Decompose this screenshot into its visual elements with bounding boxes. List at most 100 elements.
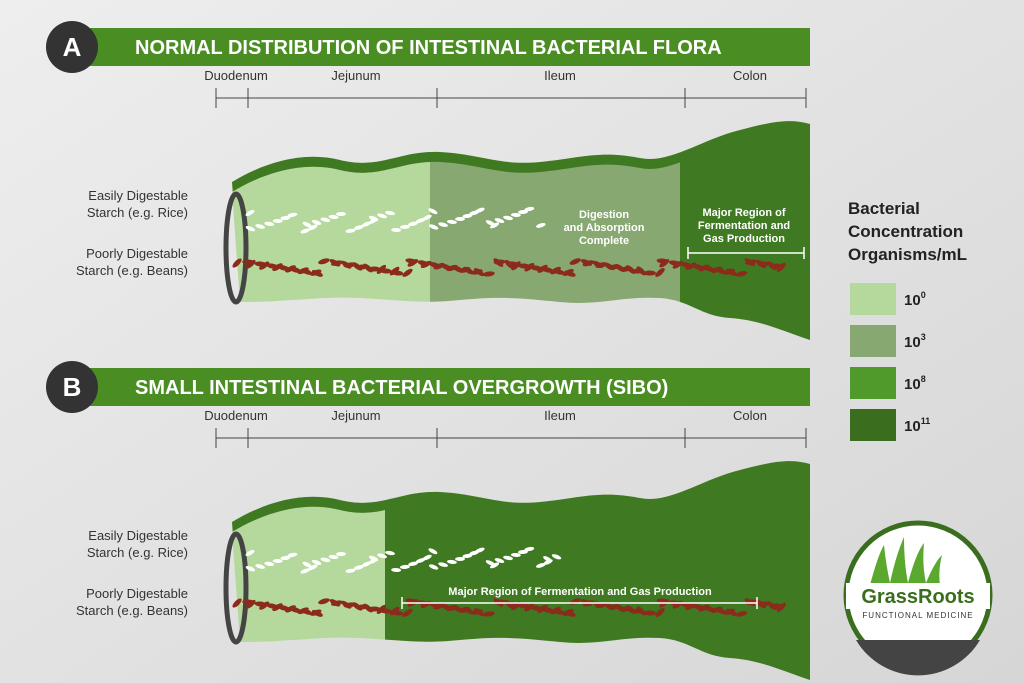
rice-grain <box>494 218 505 224</box>
legend-exponent: 11 <box>921 416 931 426</box>
bean <box>726 608 737 617</box>
bean <box>715 267 727 275</box>
bean <box>311 269 323 277</box>
legend-swatch <box>850 283 896 315</box>
rice-grain <box>320 217 331 223</box>
bean <box>582 260 595 267</box>
annotation: Major Region of Fermentation and Gas Pro… <box>448 586 712 598</box>
rice-grain <box>264 561 275 566</box>
logo-subtitle: FUNCTIONAL MEDICINE <box>862 611 973 620</box>
rice-grain <box>399 224 410 229</box>
bean <box>715 607 727 615</box>
bean <box>318 258 330 265</box>
starch-label: Poorly Digestable <box>86 586 188 601</box>
rice-grain <box>446 219 457 225</box>
bean <box>474 608 485 617</box>
annotation: Digestion <box>579 209 629 221</box>
rice-grain <box>287 552 298 558</box>
rice-grain <box>377 213 387 219</box>
rice-grain <box>535 563 546 568</box>
rice-grain <box>475 547 485 553</box>
rice-grain <box>368 555 379 562</box>
bean <box>636 266 646 276</box>
legend-exponent: 8 <box>921 374 926 384</box>
rice-grain <box>494 558 505 564</box>
segment-label: Duodenum <box>204 408 268 423</box>
panel-title: NORMAL DISTRIBUTION OF INTESTINAL BACTER… <box>135 37 722 59</box>
rice-grain <box>345 228 356 233</box>
rice-grain <box>438 222 448 227</box>
rice-grain <box>245 225 256 232</box>
bean <box>757 601 770 607</box>
starch-label: Easily Digestable <box>88 528 188 543</box>
rice-grain <box>422 214 432 221</box>
bean <box>259 261 270 270</box>
rice-grain <box>428 208 438 215</box>
rice-grain <box>361 221 372 227</box>
rice-grain <box>264 221 275 226</box>
rice-grain <box>510 552 521 558</box>
bean <box>655 268 665 277</box>
bean <box>553 268 565 275</box>
region <box>680 131 810 340</box>
legend-base: 10 <box>904 292 921 309</box>
rice-grain <box>272 218 283 224</box>
rice-grain <box>280 555 291 561</box>
bean <box>289 606 302 613</box>
legend-label: 108 <box>904 374 926 393</box>
logo-band <box>846 583 990 609</box>
rice-grain <box>280 215 291 221</box>
legend-base: 10 <box>904 376 921 393</box>
rice-grain <box>302 221 312 228</box>
starch-label: Starch (e.g. Rice) <box>87 205 188 220</box>
rice-grain <box>328 214 339 220</box>
rice-grain <box>428 564 439 570</box>
rice-grain <box>336 551 347 557</box>
rice-grain <box>485 560 495 566</box>
segment-label: Colon <box>733 68 767 83</box>
bean <box>493 259 506 265</box>
annotation: Gas Production <box>703 233 785 245</box>
bean <box>726 268 737 277</box>
rice-grain <box>300 568 310 574</box>
rice-grain <box>485 220 495 226</box>
rice-grain <box>308 564 318 571</box>
rice-grain <box>438 562 448 567</box>
bean <box>757 261 770 267</box>
rice-grain <box>399 564 410 569</box>
legend-swatch <box>850 409 896 441</box>
bean <box>541 267 554 273</box>
letter-badge <box>46 21 98 73</box>
bean <box>379 268 392 274</box>
title-bar <box>60 368 810 406</box>
rice-grain <box>543 556 553 563</box>
rice-grain <box>320 557 331 563</box>
logo-soil <box>856 640 980 676</box>
rice-grain <box>551 554 562 560</box>
rice-grain <box>377 553 387 559</box>
segment-label: Colon <box>733 408 767 423</box>
bean <box>311 609 323 617</box>
bean <box>300 268 313 275</box>
panel-title: SMALL INTESTINAL BACTERIAL OVERGROWTH (S… <box>135 377 668 399</box>
bean <box>672 260 683 269</box>
bean <box>482 611 495 617</box>
rice-grain <box>272 558 283 564</box>
annotation: Major Region of <box>702 207 785 219</box>
bean <box>745 259 757 265</box>
segment-label: Ileum <box>544 68 576 83</box>
bean <box>541 607 554 613</box>
annotation: Fermentation and <box>698 220 790 232</box>
rice-grain <box>300 228 310 234</box>
segment-label: Ileum <box>544 408 576 423</box>
starch-label: Starch (e.g. Beans) <box>76 263 188 278</box>
bean <box>245 599 256 609</box>
rice-grain <box>391 567 402 572</box>
legend-label: 100 <box>904 290 926 309</box>
bean <box>379 608 392 614</box>
rice-grain <box>345 568 356 573</box>
starch-label: Starch (e.g. Beans) <box>76 603 188 618</box>
letter-badge <box>46 361 98 413</box>
logo-grass <box>870 537 942 585</box>
rice-grain <box>287 212 298 218</box>
